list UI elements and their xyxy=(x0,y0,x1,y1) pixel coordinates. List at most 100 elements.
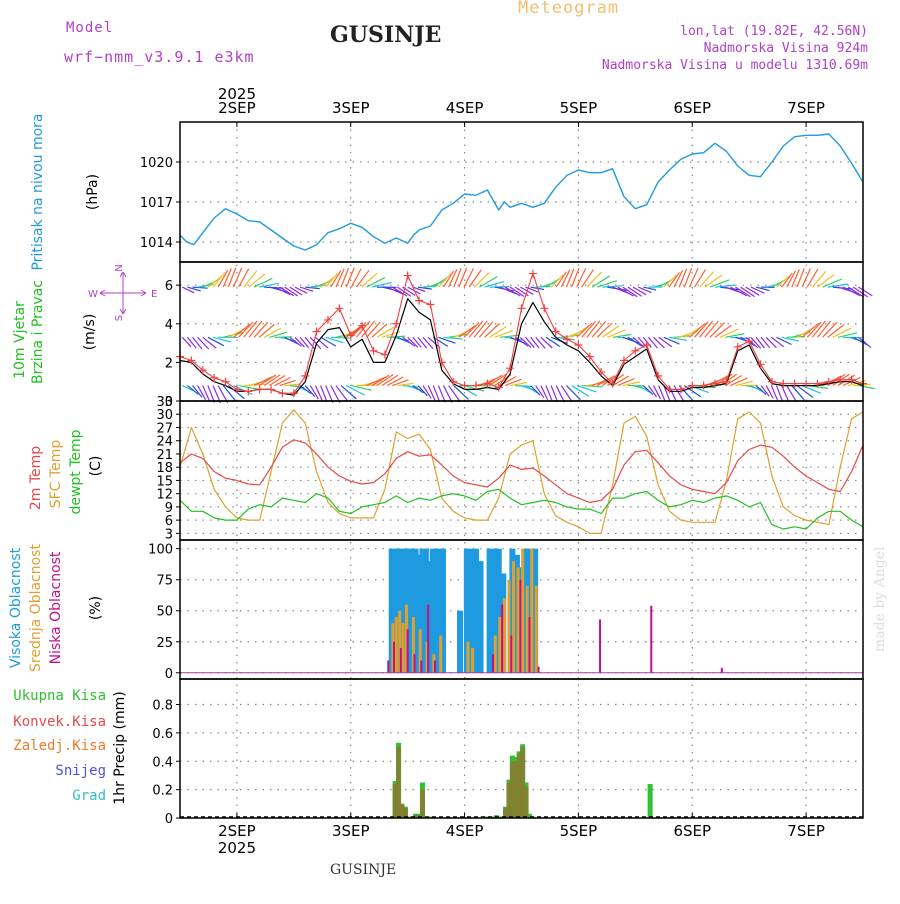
low-cloud-bar xyxy=(528,617,530,673)
mid-cloud-bar xyxy=(471,648,474,673)
gust-marker xyxy=(426,300,434,308)
precip-legend-item: Snijeg xyxy=(55,763,106,779)
ytick-label: 0.4 xyxy=(152,755,173,770)
temp-unit: (C) xyxy=(88,456,104,477)
low-cloud-bar xyxy=(387,660,389,672)
high-cloud-bar xyxy=(478,561,484,673)
wind-direction-arrow xyxy=(669,337,687,340)
conv-precip-bar xyxy=(420,790,425,818)
mid-cloud-axis-title: Srednja Oblacnost xyxy=(28,544,44,672)
precip-legend-item: Ukupna Kisa xyxy=(13,688,106,704)
low-cloud-bar xyxy=(510,636,512,673)
year-label-top: 2025 xyxy=(218,85,256,103)
temp-2m-line xyxy=(180,440,863,503)
ytick-label: 6 xyxy=(165,514,173,529)
wind-axis-title-2: Brzina i Pravac xyxy=(30,280,46,384)
mid-cloud-bar xyxy=(503,598,506,672)
gust-marker xyxy=(529,270,537,278)
wind-direction-arrow xyxy=(397,383,413,385)
ytick-label: 12 xyxy=(156,488,173,503)
dir-key-north: N xyxy=(114,264,125,271)
ytick-label: 3 xyxy=(165,527,173,542)
meteogram-label: Meteogram xyxy=(518,0,619,18)
wind-speed-line xyxy=(180,299,863,396)
precip-legend-item: Zaledj.Kisa xyxy=(13,738,106,754)
ytick-label: 27 xyxy=(156,421,173,436)
ytick-label: 24 xyxy=(156,435,173,450)
low-cloud-bar xyxy=(434,660,436,672)
dir-key-arrows xyxy=(100,272,146,314)
gust-marker xyxy=(233,385,241,393)
wind-direction-arrow xyxy=(182,337,191,347)
xtick-label-top: 4SEP xyxy=(446,99,484,117)
dewpt-axis-title: dewpt Temp xyxy=(68,429,84,514)
xtick-label-bottom: 7SEP xyxy=(787,822,825,840)
ytick-label: 0.2 xyxy=(152,784,173,799)
total-precip-bar xyxy=(648,784,653,818)
gust-marker xyxy=(278,389,286,397)
mid-cloud-bar xyxy=(512,561,515,673)
wind-direction-arrow xyxy=(193,337,203,349)
gust-marker xyxy=(381,351,389,359)
low-cloud-bar xyxy=(393,642,395,673)
model-name: wrf−nmm_v3.9.1 e3km xyxy=(64,48,255,66)
precip-legend-item: Konvek.Kisa xyxy=(13,714,106,730)
wind-unit: (m/s) xyxy=(82,314,98,351)
xtick-label-bottom: 3SEP xyxy=(332,822,370,840)
gust-marker xyxy=(256,385,264,393)
gust-marker xyxy=(540,304,548,312)
xtick-label-top: 5SEP xyxy=(560,99,598,117)
wind-direction-arrow xyxy=(613,335,632,338)
station-title: GUSINJE xyxy=(330,22,441,48)
low-cloud-bar xyxy=(492,654,494,673)
wind-direction-arrow xyxy=(285,384,301,386)
pressure-unit: (hPa) xyxy=(85,174,101,210)
gust-marker xyxy=(700,382,708,390)
mid-cloud-bar xyxy=(535,586,538,673)
wind-direction-arrow xyxy=(331,337,350,338)
mid-cloud-bar xyxy=(521,549,524,673)
ytick-label: 1014 xyxy=(140,236,173,251)
low-cloud-bar xyxy=(538,667,540,673)
mid-cloud-bar xyxy=(494,636,497,673)
wind-direction-arrow xyxy=(858,337,871,347)
wind-direction-arrow xyxy=(372,375,389,385)
gust-marker xyxy=(290,389,298,397)
low-cloud-axis-title: Niska Oblacnost xyxy=(48,551,64,664)
gust-marker xyxy=(415,297,423,305)
low-cloud-bar xyxy=(650,606,652,673)
ytick-label: 75 xyxy=(156,574,173,589)
mid-cloud-bar xyxy=(517,567,520,672)
ytick-label: 0 xyxy=(165,812,173,827)
mid-cloud-bar xyxy=(507,580,510,673)
model-label: Model xyxy=(66,20,113,36)
xtick-label-top: 7SEP xyxy=(787,99,825,117)
ytick-label: 18 xyxy=(156,461,173,476)
pressure-line xyxy=(180,134,863,250)
mid-cloud-bar xyxy=(402,623,405,673)
mid-cloud-bar xyxy=(530,549,533,673)
gust-marker xyxy=(779,380,787,388)
ytick-label: 25 xyxy=(156,636,173,651)
ytick-label: 0 xyxy=(165,667,173,682)
gust-marker xyxy=(210,374,218,382)
precip-axis-title: 1hr Precip (mm) xyxy=(112,691,128,804)
sfc-temp-line xyxy=(180,410,863,534)
ytick-label: 1020 xyxy=(140,156,173,171)
wind-direction-arrow xyxy=(418,337,427,348)
ytick-label: 100 xyxy=(148,543,173,558)
mid-cloud-bar xyxy=(526,586,529,673)
wind-direction-arrow xyxy=(756,337,765,348)
wind-direction-arrow xyxy=(541,337,552,348)
low-cloud-bar xyxy=(407,629,409,672)
ytick-label: 2 xyxy=(165,356,173,371)
pressure-axis-title: Pritisak na nivou mora xyxy=(30,113,46,270)
dir-key-west: W xyxy=(88,289,98,300)
low-cloud-bar xyxy=(599,619,601,672)
model-elevation-label: Nadmorska Visina u modelu 1310.69m xyxy=(602,58,868,73)
wind-direction-arrow xyxy=(187,337,196,348)
ytick-label: 4 xyxy=(165,318,173,333)
wind-direction-arrow xyxy=(715,285,735,287)
